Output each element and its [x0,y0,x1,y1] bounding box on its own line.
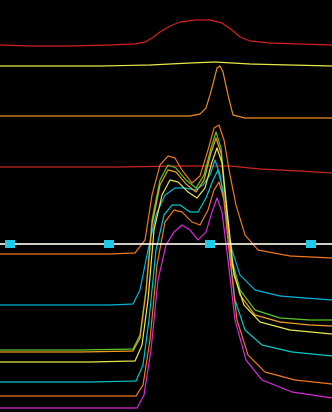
trace-line-3 [0,65,332,119]
trace-line-2 [0,61,332,67]
trace-line-9 [0,137,332,353]
trace-line-11 [0,169,332,383]
trace-line-13 [0,197,332,409]
cursor-marker-3[interactable] [205,240,215,248]
trace-line-4 [0,165,332,174]
trace-line-10 [0,147,332,363]
cursor-marker-4[interactable] [306,240,316,248]
cursor-marker-1[interactable] [5,240,15,248]
trace-line-5 [0,124,332,259]
trace-line-12 [0,181,332,397]
cursor-marker-2[interactable] [104,240,114,248]
trace-line-1 [0,19,332,47]
